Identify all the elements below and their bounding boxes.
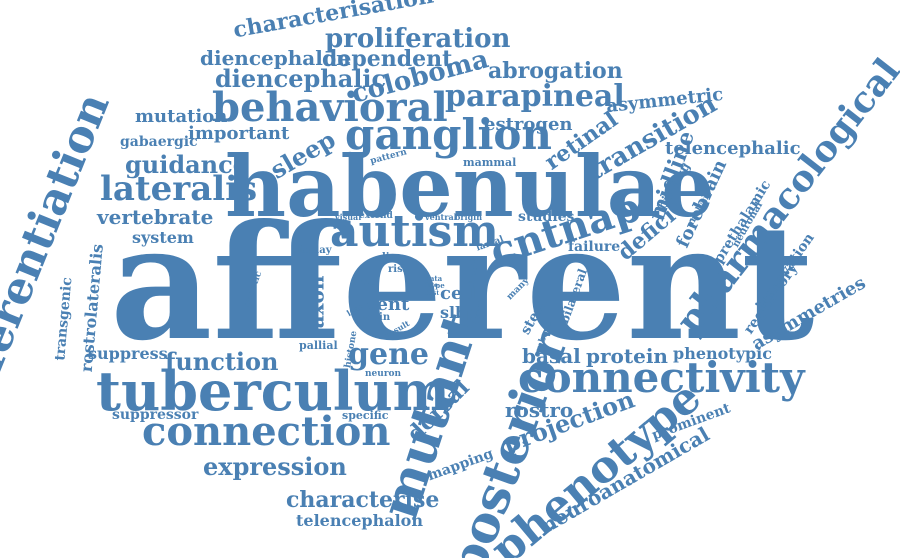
word-guidance: guidance: [125, 150, 249, 179]
word-estrogen: estrogen: [484, 114, 573, 135]
word-pallial: pallial: [299, 339, 338, 352]
word-diencephalic: diencephalic: [215, 64, 387, 93]
word-risk: risk: [388, 264, 410, 275]
word-behavioral: behavioral: [212, 84, 448, 131]
word-characterise: characterise: [286, 487, 440, 513]
word-dependent: dependent: [322, 46, 453, 72]
word-vertebrate: vertebrate: [97, 205, 214, 229]
word-type: type: [428, 281, 445, 290]
word-dest: dest: [425, 290, 440, 297]
word-loop: loop: [352, 277, 377, 288]
word-telencephalon: telencephalon: [296, 511, 423, 530]
word-function: function: [165, 347, 279, 376]
word-origin: origin: [455, 212, 483, 222]
word-fate: fate: [425, 282, 439, 289]
word-gabaergic: gabaergic: [120, 134, 198, 150]
word-studies: studies: [518, 209, 575, 225]
word-lateralis: lateralis: [100, 169, 258, 209]
word-connection: connection: [142, 408, 391, 455]
word-parapineal: parapineal: [445, 79, 625, 114]
word-basal: basal: [522, 344, 581, 368]
word-cell: cell: [440, 283, 477, 304]
word-connectivity: connectivity: [518, 353, 805, 402]
word-suppressor: suppressor: [112, 407, 199, 423]
word-protein: protein: [586, 344, 668, 368]
word-axon: axon: [304, 275, 329, 329]
word-slbp: slbp: [440, 303, 478, 322]
word-abrogation: abrogation: [488, 58, 623, 84]
word-data: data: [425, 274, 443, 283]
word-gene: gene: [348, 337, 429, 372]
word-diencephalon: diencephalon: [200, 46, 351, 70]
word-visual: visual: [335, 212, 362, 222]
word-proliferation: proliferation: [325, 24, 511, 54]
word-ventral: ventral: [425, 212, 457, 222]
word-telencephalic: telencephalic: [665, 138, 801, 159]
word-extend: extend: [359, 211, 393, 221]
word-vent: vent: [366, 294, 410, 315]
word-specific: specific: [342, 409, 389, 422]
word-ganglion: ganglion: [345, 110, 552, 159]
word-expression: expression: [203, 452, 347, 481]
word-mutation: mutation: [135, 106, 228, 127]
word-habenulae: habenulae: [225, 137, 715, 236]
word-display: display: [292, 245, 332, 256]
word-phenotypic: phenotypic: [673, 344, 772, 363]
word-failure: failure: [568, 239, 621, 255]
word-main: main: [362, 312, 391, 323]
word-suppress: suppress: [88, 344, 168, 363]
word-mammal: mammal: [463, 156, 517, 169]
word-rostro: rostro: [505, 398, 574, 422]
word-neuron: neuron: [365, 369, 402, 379]
word-tuberculum: tuberculum: [96, 359, 450, 423]
word-transgenic: transgenic: [52, 276, 76, 362]
word-line: line: [382, 252, 404, 263]
word-autism: autism: [330, 206, 499, 257]
word-important: important: [188, 123, 290, 144]
word-system: system: [132, 228, 194, 247]
word-afferent: afferent: [110, 191, 815, 376]
